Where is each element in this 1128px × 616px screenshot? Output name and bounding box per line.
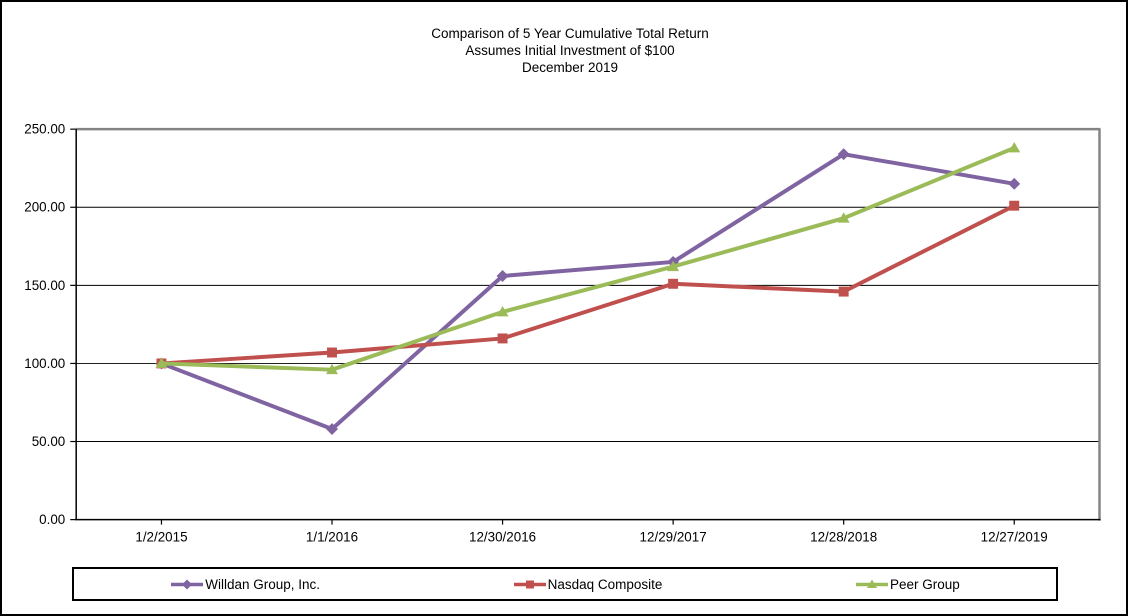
svg-text:1/2/2015: 1/2/2015	[135, 529, 187, 544]
svg-text:12/29/2017: 12/29/2017	[640, 529, 707, 544]
chart-title-line-3: December 2019	[521, 60, 619, 75]
legend-entry-nasdaq-composite: Nasdaq Composite	[513, 576, 663, 592]
peer-line-triangle-icon	[855, 579, 888, 588]
chart-title-line-1: Comparison of 5 Year Cumulative Total Re…	[431, 26, 709, 41]
legend-label: Nasdaq Composite	[547, 576, 663, 592]
nasdaq-line-square-icon	[513, 580, 546, 588]
svg-text:100.00: 100.00	[24, 356, 65, 371]
willdan-line-diamond-icon	[171, 579, 204, 589]
svg-text:250.00: 250.00	[24, 122, 65, 137]
chart-title-line-2: Assumes Initial Investment of $100	[465, 43, 675, 58]
legend: Willdan Group, Inc. Nasdaq Composite Pee…	[72, 567, 1058, 601]
svg-text:1/1/2016: 1/1/2016	[306, 529, 358, 544]
svg-text:0.00: 0.00	[39, 512, 65, 527]
svg-text:50.00: 50.00	[32, 434, 66, 449]
legend-label: Willdan Group, Inc.	[205, 576, 321, 592]
legend-entry-willdan-group: Willdan Group, Inc.	[170, 577, 320, 592]
svg-text:200.00: 200.00	[24, 200, 65, 215]
legend-label: Peer Group	[889, 576, 960, 592]
svg-text:150.00: 150.00	[24, 278, 65, 293]
svg-text:12/27/2019: 12/27/2019	[981, 529, 1048, 544]
svg-text:12/30/2016: 12/30/2016	[469, 529, 536, 544]
svg-text:12/28/2018: 12/28/2018	[810, 529, 877, 544]
chart-title: Comparison of 5 Year Cumulative Total Re…	[8, 25, 1126, 76]
legend-entry-peer-group: Peer Group	[855, 577, 960, 592]
